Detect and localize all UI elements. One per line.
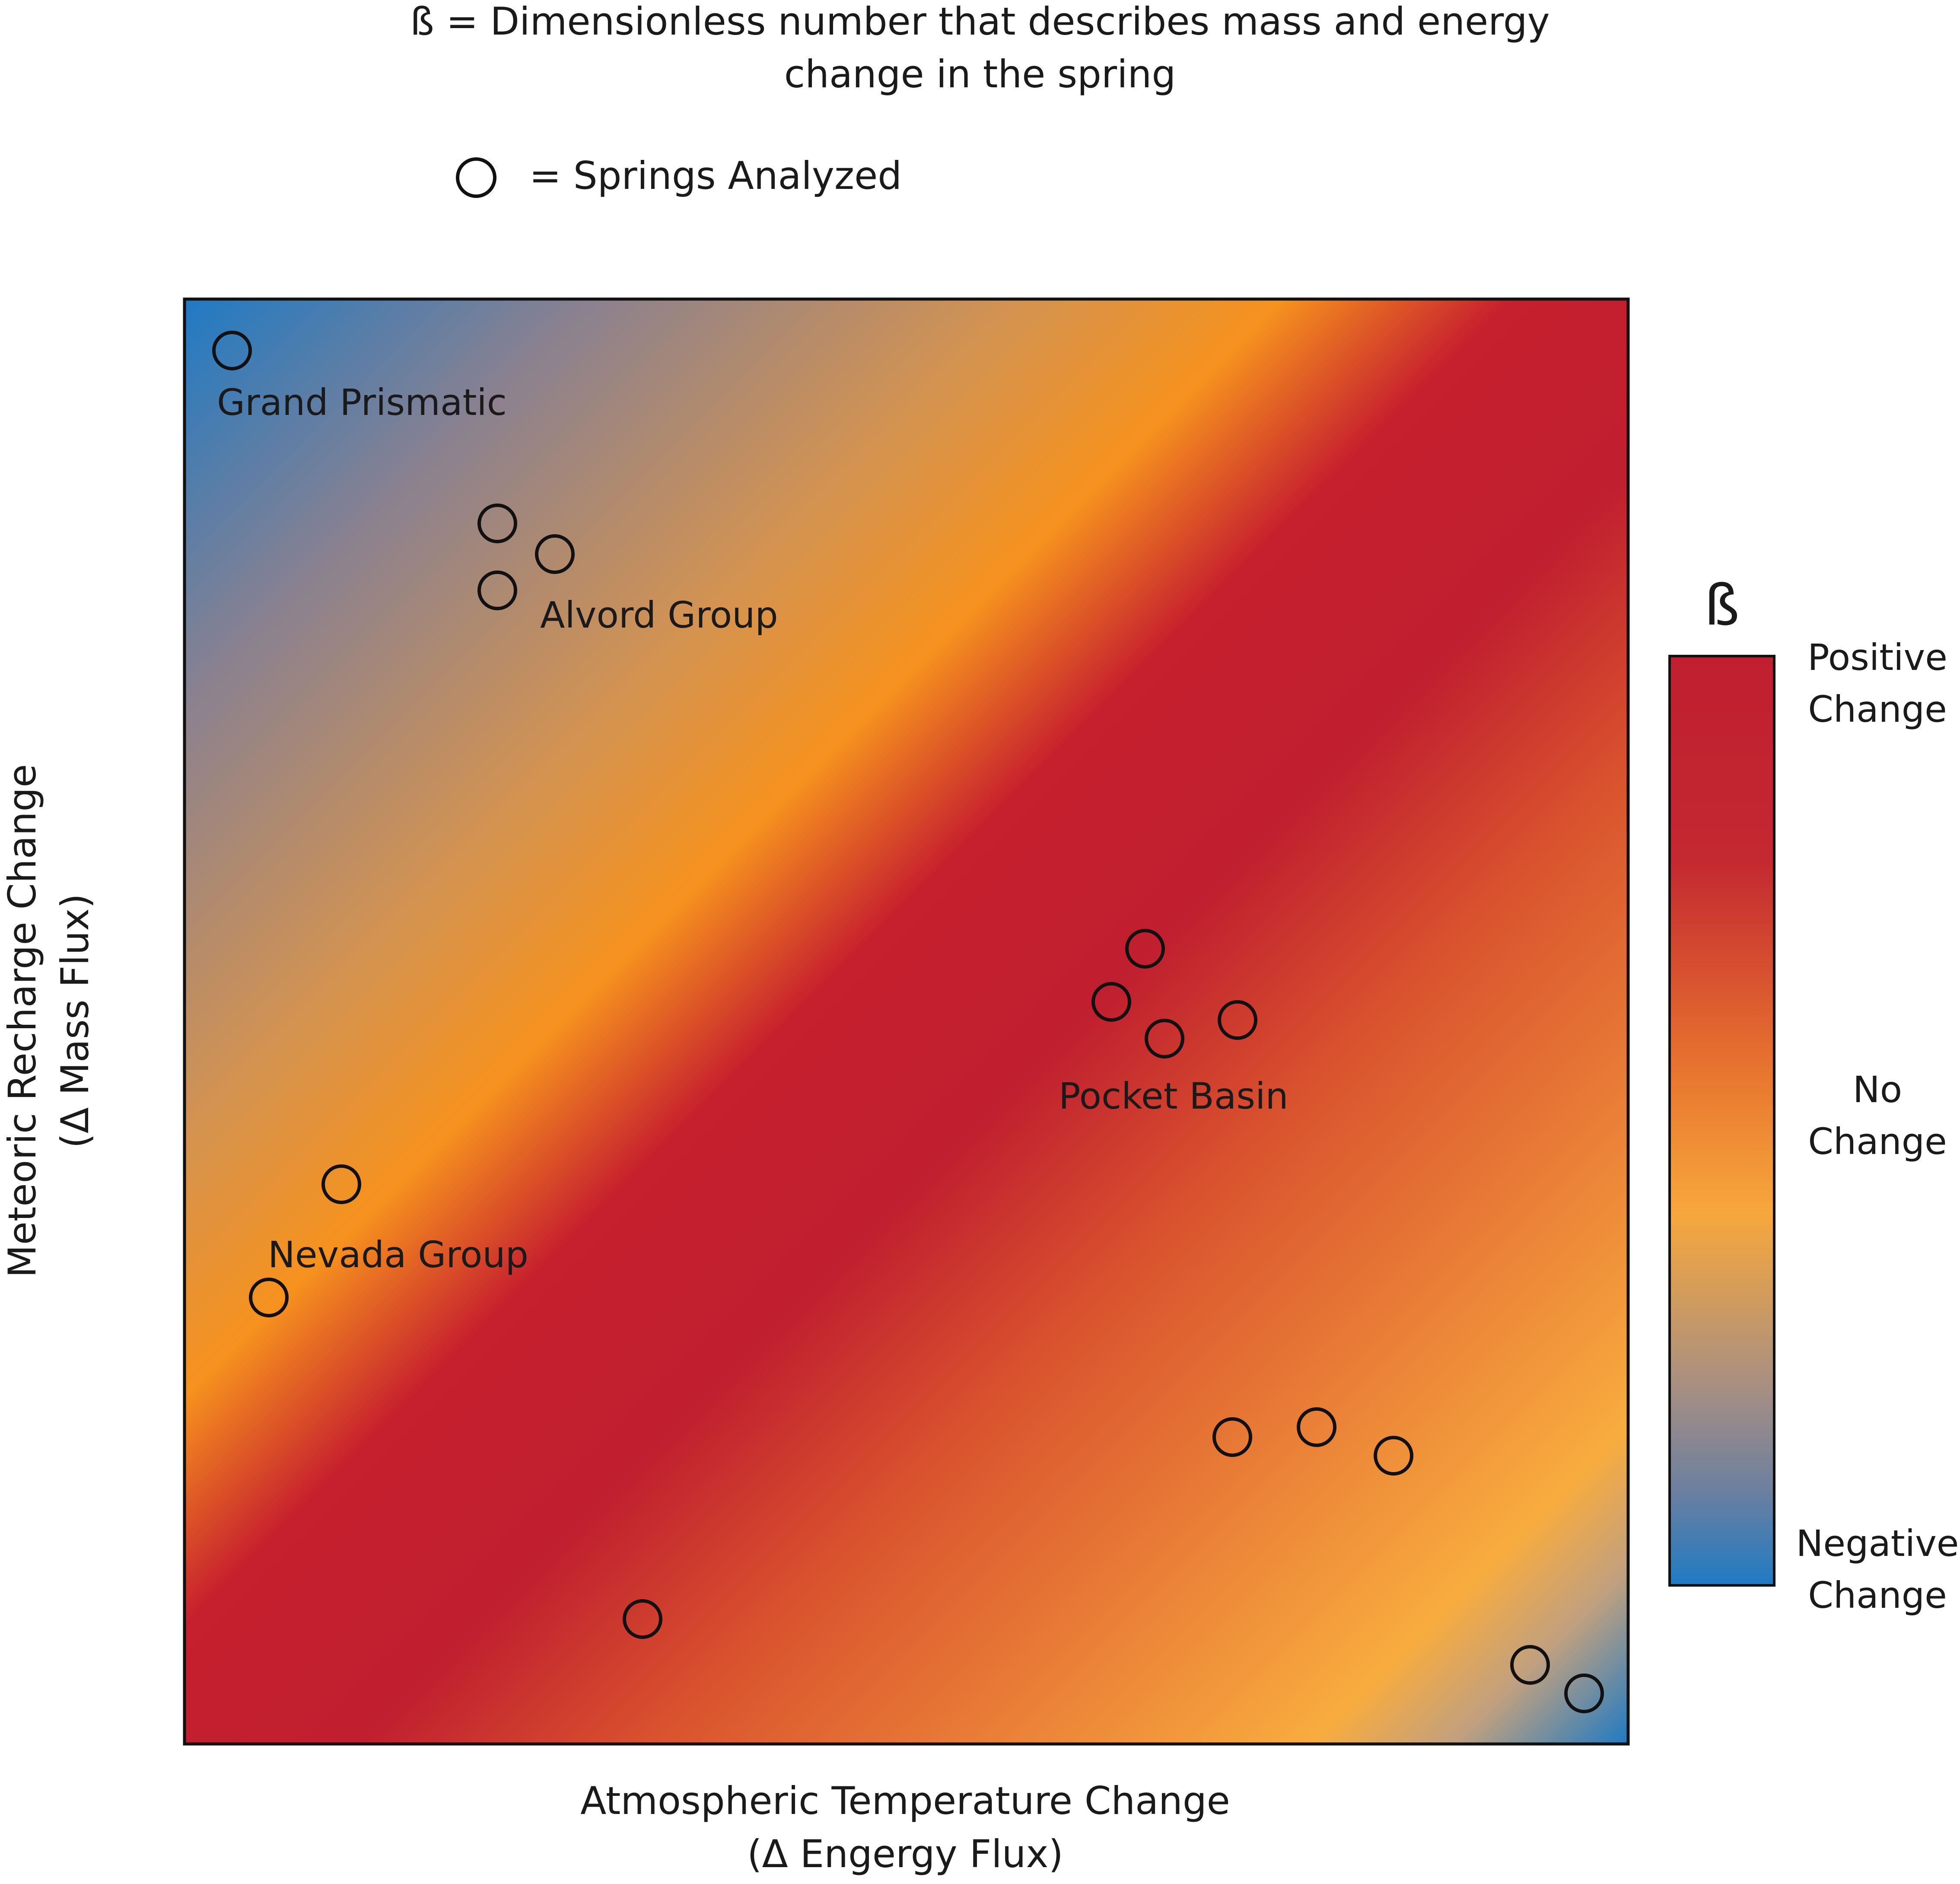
- spring-pocket-basin-marker-2: [1091, 982, 1131, 1022]
- x-axis-label-line1: Atmospheric Temperature Change: [580, 1779, 1230, 1823]
- colorbar-no-change-line1: No: [1853, 1068, 1902, 1111]
- spring-alvord-marker-3: [477, 571, 517, 610]
- label-pocket-basin: Pocket Basin: [1059, 1075, 1289, 1117]
- y-axis-label-line2: (Δ Mass Flux): [53, 893, 97, 1148]
- spring-alvord-marker-2: [535, 534, 575, 574]
- spring-marker-lower-right-1: [1212, 1417, 1252, 1457]
- spring-markers: [212, 331, 1604, 1713]
- spring-pocket-basin-marker-1: [1125, 929, 1165, 969]
- spring-marker-lower-right-3: [1374, 1436, 1413, 1476]
- label-grand-prismatic: Grand Prismatic: [217, 381, 507, 424]
- x-axis-label-line2: (Δ Engergy Flux): [747, 1832, 1063, 1876]
- spring-alvord-marker-1: [477, 504, 517, 543]
- spring-marker-lower-right-2: [1297, 1407, 1336, 1447]
- springs-legend-label: = Springs Analyzed: [529, 153, 902, 198]
- spring-grand-prismatic-marker: [212, 331, 252, 370]
- beta-field: [183, 297, 1630, 1746]
- colorbar-positive-line2: Change: [1808, 688, 1947, 730]
- colorbar-negative-line2: Change: [1808, 1574, 1947, 1616]
- colorbar-title: ß: [1704, 572, 1740, 638]
- beta-definition-line2: change in the spring: [784, 52, 1176, 96]
- spring-pocket-basin-marker-4: [1218, 1000, 1257, 1040]
- y-axis-label-line1: Meteoric Recharge Change: [0, 764, 45, 1278]
- label-alvord-group: Alvord Group: [540, 594, 778, 636]
- colorbar-positive-line1: Positive: [1807, 636, 1947, 679]
- spring-marker-lower-1: [623, 1599, 662, 1639]
- spring-marker-corner-1: [1510, 1645, 1550, 1685]
- spring-pocket-basin-marker-3: [1145, 1019, 1184, 1058]
- colorbar-no-change-line2: Change: [1808, 1120, 1947, 1163]
- beta-definition-line1: ß = Dimensionless number that describes …: [410, 0, 1550, 44]
- spring-nevada-marker-2: [249, 1278, 289, 1317]
- spring-legend-circle-icon: [456, 157, 496, 198]
- spring-nevada-marker-1: [321, 1164, 361, 1204]
- colorbar-negative-line1: Negative: [1796, 1522, 1959, 1565]
- colorbar: [1668, 655, 1775, 1587]
- label-nevada-group: Nevada Group: [268, 1234, 528, 1276]
- spring-marker-corner-2: [1564, 1674, 1604, 1713]
